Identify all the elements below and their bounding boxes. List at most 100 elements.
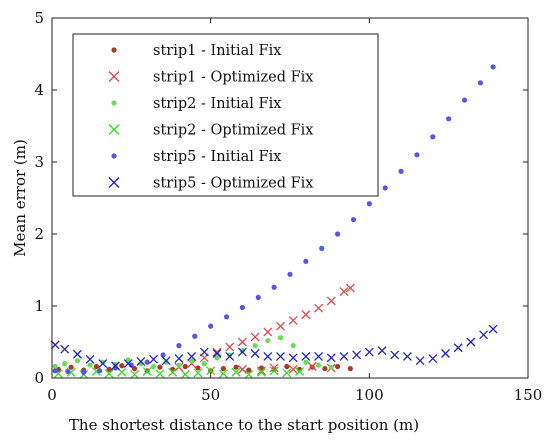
data-point	[303, 258, 309, 264]
data-point	[149, 354, 159, 364]
data-point	[284, 363, 290, 370]
data-point	[271, 366, 277, 372]
data-point	[339, 351, 349, 361]
legend-marker	[111, 153, 117, 159]
data-point	[237, 337, 247, 347]
data-point	[352, 350, 362, 360]
data-point	[237, 364, 247, 374]
data-point	[225, 342, 235, 352]
data-point	[150, 363, 157, 370]
data-point	[130, 369, 139, 379]
data-point	[319, 245, 325, 251]
data-point	[218, 369, 228, 379]
data-point	[168, 367, 178, 377]
data-point	[335, 363, 341, 370]
x-tick-label: 100	[355, 386, 384, 404]
data-point	[214, 355, 220, 361]
data-point	[250, 349, 260, 358]
data-point	[303, 359, 309, 365]
data-point	[136, 356, 146, 366]
data-point	[163, 359, 169, 365]
data-point	[125, 357, 131, 363]
data-point	[255, 294, 261, 300]
data-point	[85, 354, 95, 364]
data-point	[174, 354, 184, 364]
data-point	[276, 321, 285, 331]
data-point	[246, 367, 252, 373]
data-point	[189, 358, 195, 364]
data-point	[269, 366, 279, 376]
data-point	[180, 369, 190, 379]
data-point	[301, 310, 311, 320]
data-point	[104, 369, 114, 379]
data-point	[100, 359, 106, 365]
x-tick-label: 0	[47, 386, 57, 404]
y-tick-label: 1	[34, 297, 44, 315]
data-point	[97, 368, 103, 374]
legend-label: strip1 - Optimized Fix	[153, 70, 313, 86]
x-tick-label: 50	[201, 386, 220, 404]
data-point	[220, 366, 226, 372]
data-point	[142, 367, 152, 376]
data-point	[328, 364, 334, 370]
data-point	[347, 366, 353, 372]
legend-label: strip2 - Optimized Fix	[153, 123, 313, 139]
series-6	[50, 324, 498, 371]
data-point	[237, 347, 247, 357]
legend-label: strip2 - Initial Fix	[153, 96, 281, 112]
data-point	[157, 364, 163, 370]
data-point	[199, 347, 209, 357]
data-point	[326, 353, 336, 363]
data-point	[335, 231, 341, 237]
y-axis-label: Mean error (m)	[11, 139, 29, 257]
legend-marker	[111, 47, 117, 53]
data-point	[72, 349, 82, 359]
legend-marker	[108, 124, 120, 135]
data-point	[231, 367, 241, 377]
data-point	[256, 366, 266, 376]
legend: strip1 - Initial Fix strip1 - Optimized F…	[72, 33, 379, 197]
data-point	[176, 343, 182, 349]
series-5	[52, 64, 496, 375]
data-point	[366, 201, 372, 207]
data-point	[441, 349, 450, 358]
data-point	[187, 359, 197, 369]
data-point	[52, 363, 58, 370]
legend-label: strip1 - Initial Fix	[153, 43, 281, 59]
y-tick-label: 0	[34, 369, 44, 387]
data-point	[263, 327, 273, 337]
series-3	[52, 335, 334, 370]
y-tick-label: 2	[34, 225, 44, 243]
data-point	[212, 349, 222, 358]
data-point	[87, 362, 93, 368]
data-point	[301, 351, 311, 361]
data-point	[269, 363, 279, 373]
plot-frame	[51, 17, 529, 379]
data-point	[60, 344, 70, 354]
data-point	[206, 366, 216, 376]
legend-marker	[108, 177, 120, 188]
data-point	[239, 304, 245, 311]
data-point	[488, 324, 498, 334]
data-point	[111, 361, 120, 371]
data-point	[233, 364, 239, 370]
y-tick-label: 3	[34, 153, 44, 171]
data-point	[250, 332, 260, 342]
data-point	[282, 368, 292, 378]
data-point	[453, 343, 463, 353]
data-point	[345, 283, 355, 293]
data-point	[223, 314, 230, 320]
data-point	[112, 361, 119, 367]
data-point	[364, 347, 374, 357]
data-point	[390, 350, 400, 360]
data-point	[187, 351, 197, 361]
series-2	[174, 283, 355, 376]
data-point	[326, 296, 336, 306]
data-point	[201, 361, 207, 367]
data-point	[93, 363, 100, 370]
data-point	[461, 97, 468, 103]
data-point	[295, 367, 304, 376]
data-point	[182, 363, 188, 370]
data-point	[81, 369, 87, 375]
data-point	[225, 351, 235, 361]
